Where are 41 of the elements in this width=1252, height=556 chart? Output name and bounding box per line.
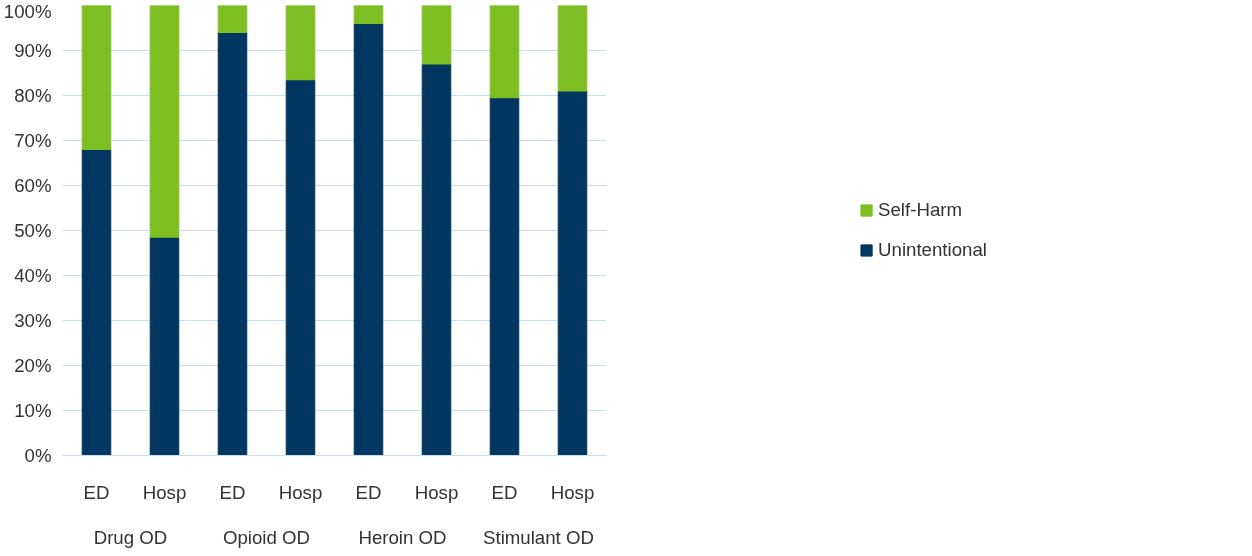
bar	[421, 63, 452, 456]
bar	[81, 5, 112, 150]
text: Stimulant OD	[483, 526, 594, 548]
y-tick-label: 10%	[14, 400, 52, 421]
bar	[353, 5, 384, 24]
y-tick-label: 50%	[14, 220, 52, 241]
y-tick-label: 20%	[14, 355, 52, 376]
x-tick-label: Hosp	[142, 481, 187, 503]
bar	[421, 5, 452, 65]
legend-label: Self-Harm	[878, 199, 963, 221]
bar	[285, 5, 316, 81]
y-tick-label: 100%	[3, 0, 52, 22]
bar	[557, 5, 588, 92]
legend-label: Unintentional	[878, 239, 987, 261]
y-tick-label: 0%	[24, 445, 52, 466]
bar	[557, 90, 588, 456]
x-tick-label: ED	[219, 481, 246, 503]
x-tick-label: ED	[491, 481, 518, 503]
y-tick-label: 60%	[14, 175, 52, 196]
x-tick-label: ED	[355, 481, 382, 503]
text: Opioid OD	[222, 526, 311, 548]
y-tick-label: 30%	[14, 310, 52, 331]
y-tick-label: 70%	[14, 130, 52, 151]
bar	[217, 32, 248, 456]
text: Heroin OD	[358, 526, 447, 548]
y-tick-label: 90%	[14, 40, 52, 61]
bar	[285, 79, 316, 456]
y-tick-label: 80%	[14, 85, 52, 106]
bar	[149, 5, 180, 238]
bar	[217, 5, 248, 33]
bar	[81, 149, 112, 456]
x-tick-label: Hosp	[550, 481, 595, 503]
text: Drug OD	[93, 526, 168, 548]
y-tick-label: 40%	[14, 265, 52, 286]
bar	[149, 236, 180, 456]
bar	[489, 5, 520, 99]
bar	[353, 23, 384, 456]
x-tick-label: ED	[83, 481, 110, 503]
x-tick-label: Hosp	[278, 481, 323, 503]
bar	[489, 97, 520, 456]
x-tick-label: Hosp	[414, 481, 459, 503]
